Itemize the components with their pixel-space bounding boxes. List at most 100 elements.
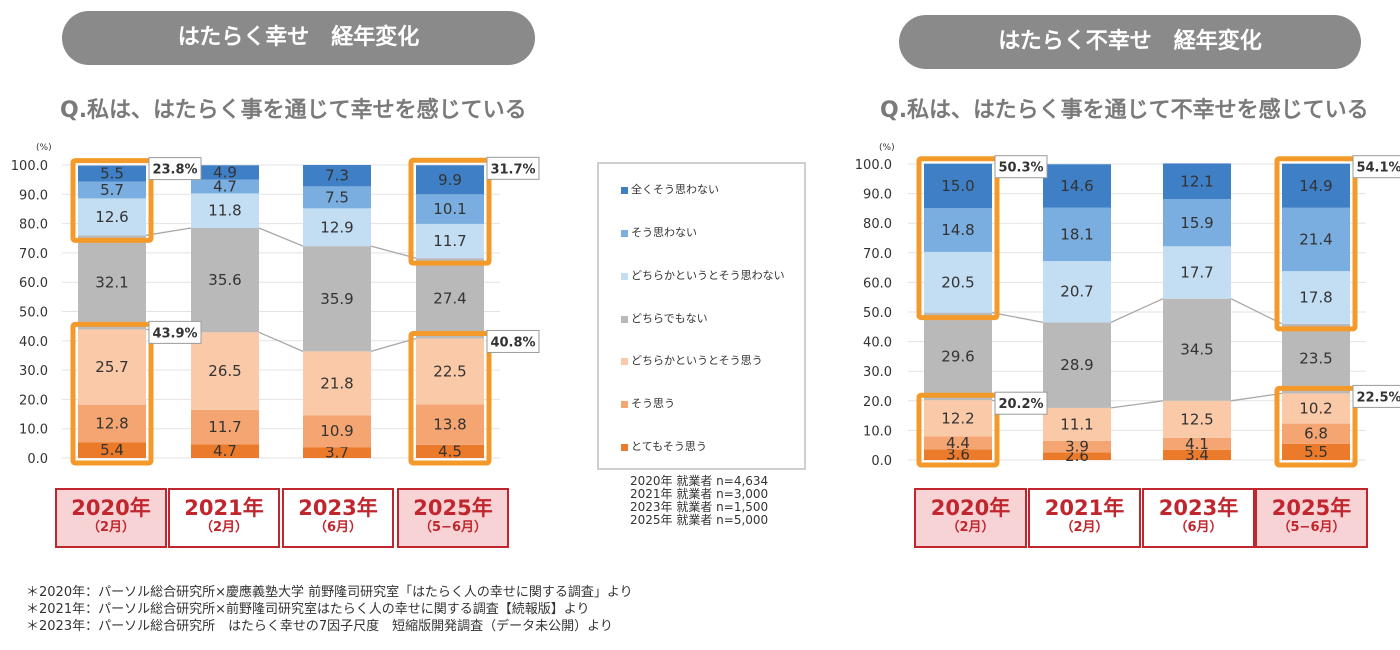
bar-segment — [924, 449, 992, 460]
bar-segment — [191, 227, 259, 333]
bar-segment — [1043, 322, 1111, 408]
data-label: 17.8 — [1299, 288, 1332, 306]
data-label: 3.6 — [946, 446, 970, 464]
bar-segment — [416, 444, 484, 458]
legend-swatch — [621, 315, 628, 323]
data-label: 14.8 — [941, 221, 974, 239]
bar-segment — [191, 193, 259, 228]
callout-label: 40.8% — [490, 335, 535, 350]
legend-swatch — [621, 357, 628, 365]
y-tick-label: 0.0 — [871, 454, 892, 469]
data-label: 12.9 — [320, 218, 353, 236]
year-box-right-2021: 2021年 （2月） — [1028, 488, 1141, 548]
y-tick-label: 20.0 — [19, 393, 48, 408]
data-label: 20.7 — [1060, 283, 1093, 301]
bar-segment — [1163, 246, 1231, 299]
callout-label: 43.9% — [152, 326, 197, 341]
data-label: 4.9 — [213, 163, 237, 181]
left-panel-header: はたらく幸せ 経年変化 — [62, 11, 535, 65]
data-label: 15.0 — [941, 177, 974, 195]
bar-segment — [924, 208, 992, 252]
legend-item: どちらかというとそう思う — [621, 352, 763, 368]
year-box-left-2023: 2023年 （6月） — [282, 488, 394, 548]
bar-segment — [1163, 400, 1231, 438]
legend: 全くそう思わない そう思わない どちらかというとそう思わない どちらでもない ど… — [597, 162, 806, 470]
data-label: 6.8 — [1304, 425, 1328, 443]
bar-segment — [191, 409, 259, 445]
year-label: 2021年 — [1044, 496, 1125, 520]
connector-line — [1230, 298, 1283, 325]
data-label: 27.4 — [433, 289, 466, 307]
bar-segment — [1163, 298, 1231, 401]
data-label: 5.5 — [100, 165, 124, 183]
connector-line — [991, 311, 1044, 323]
bar-segment — [78, 235, 146, 330]
bar-segment — [1282, 163, 1350, 208]
sample-size-line: 2025年 就業者 n=5,000 — [630, 513, 769, 527]
y-tick-label: 50.0 — [19, 306, 48, 321]
connector-line — [258, 227, 304, 247]
bar-segment — [416, 338, 484, 405]
data-label: 10.2 — [1299, 399, 1332, 417]
highlight-frame — [70, 321, 154, 466]
bar-segment — [1043, 452, 1111, 460]
legend-item: どちらかというとそう思わない — [621, 267, 785, 283]
year-label: 2023年 — [1158, 496, 1239, 520]
y-tick-label: 0.0 — [27, 452, 48, 467]
bar-segment — [1282, 423, 1350, 444]
legend-label: とてもそう思う — [631, 440, 707, 453]
year-label: 2021年 — [184, 496, 264, 520]
data-label: 21.4 — [1299, 230, 1332, 248]
bar-segment — [1043, 440, 1111, 453]
callout-label: 54.1% — [1356, 161, 1400, 176]
year-box-left-2021: 2021年 （2月） — [168, 488, 280, 548]
legend-item: そう思わない — [621, 224, 697, 240]
highlight-frame — [1274, 156, 1358, 332]
legend-label: どちらかというとそう思う — [631, 354, 763, 367]
bar-segment — [924, 312, 992, 401]
bar-segment — [1282, 393, 1350, 424]
highlight-frame — [1274, 385, 1358, 468]
highlight-frame — [408, 330, 492, 466]
data-label: 10.9 — [320, 422, 353, 440]
y-tick-label: 10.0 — [863, 424, 892, 439]
data-label: 4.1 — [1185, 435, 1209, 453]
highlight-frame — [70, 158, 154, 243]
legend-label: そう思う — [631, 397, 675, 410]
bar-segment — [1043, 164, 1111, 208]
callout-box — [486, 156, 540, 180]
bar-segment — [416, 194, 484, 224]
year-label: 2020年 — [930, 496, 1011, 520]
data-label: 14.9 — [1299, 177, 1332, 195]
y-tick-label: 70.0 — [19, 247, 48, 262]
data-label: 12.6 — [95, 208, 128, 226]
legend-swatch — [621, 229, 628, 237]
bar-segment — [303, 415, 371, 448]
bar-segment — [78, 442, 146, 458]
data-label: 34.5 — [1180, 341, 1213, 359]
bar-segment — [191, 444, 259, 458]
data-label: 5.5 — [1304, 443, 1328, 461]
data-label: 4.5 — [438, 442, 462, 460]
y-tick-label: 80.0 — [19, 218, 48, 233]
bar-segment — [1163, 163, 1231, 200]
bar-segment — [924, 163, 992, 209]
legend-label: そう思わない — [631, 226, 697, 239]
year-box-left-2025: 2025年 （5−6月） — [397, 488, 509, 548]
legend-item: どちらでもない — [621, 310, 708, 326]
data-label: 11.7 — [433, 232, 466, 250]
data-label: 26.5 — [208, 362, 241, 380]
bar-segment — [1282, 207, 1350, 272]
bar-segment — [303, 447, 371, 458]
legend-label: 全くそう思わない — [631, 183, 719, 196]
data-label: 4.4 — [946, 434, 970, 452]
source-note: ＊2020年：パーソル総合研究所×慶應義塾大学 前野隆司研究室「はたらく人の幸せ… — [26, 585, 633, 600]
y-tick-label: 60.0 — [19, 276, 48, 291]
connector-line — [258, 331, 304, 352]
bar-segment — [1163, 199, 1231, 247]
legend-swatch — [621, 186, 628, 194]
bar-segment — [416, 404, 484, 445]
data-label: 12.2 — [941, 409, 974, 427]
y-tick-label: 40.0 — [19, 335, 48, 350]
bar-segment — [1282, 271, 1350, 324]
